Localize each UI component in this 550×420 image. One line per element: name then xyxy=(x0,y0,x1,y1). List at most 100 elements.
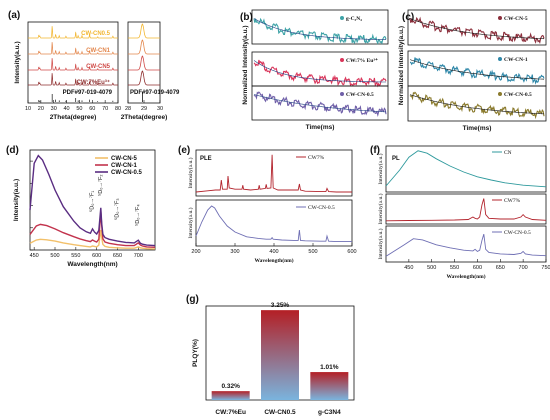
panel-a-xtick-label: 50 xyxy=(76,106,82,112)
panel-d-frame xyxy=(29,149,156,251)
panel-c-subframe xyxy=(407,85,547,122)
panel-a-frame xyxy=(27,21,119,104)
panel-b-ylabel: Normalized Intensity(a.u.) xyxy=(242,25,249,104)
panel-c-decay-points xyxy=(409,91,545,120)
panel-c-fit-line xyxy=(409,18,545,40)
panel-e-subframe xyxy=(195,149,353,197)
panel-a-reference: PDF#97-019-4079 xyxy=(63,90,113,96)
panel-label-g: (g) xyxy=(186,294,199,305)
panel-f-spectrum xyxy=(385,150,547,188)
panel-a-series-label: CW-CN5 xyxy=(86,64,111,70)
panel-d-xtick-label: 700 xyxy=(134,253,143,259)
panel-d-xtick-label: 600 xyxy=(92,253,101,259)
panel-e-legend-label: CW-CN-0.5 xyxy=(308,205,335,211)
panel-c-subframe xyxy=(407,9,547,46)
panel-b-legend-marker xyxy=(340,16,344,20)
panel-label-b: (b) xyxy=(240,12,253,23)
panel-e-title: PLE xyxy=(200,156,212,162)
panel-f-legend-label: CW7% xyxy=(504,198,521,204)
panel-a-inset-peak xyxy=(128,55,160,71)
panel-d-xtick-label: 550 xyxy=(71,253,80,259)
panel-a-inset-peak xyxy=(128,23,160,39)
panel-e-xtick-label: 400 xyxy=(269,249,278,255)
panel-c-legend-marker xyxy=(498,16,502,20)
panel-a-inset-xlabel: 2Theta(degree) xyxy=(121,114,168,121)
panel-a-xtick-label: 60 xyxy=(89,106,95,112)
panel-c-legend-label: CW-CN-1 xyxy=(504,57,528,63)
panel-g-bar-value: 1.01% xyxy=(320,364,339,371)
panel-f-xtick-label: 650 xyxy=(496,265,505,271)
panel-f-spectrum xyxy=(385,233,547,257)
panel-f-ylabel: Intensity(a.u.) xyxy=(377,193,384,224)
panel-a-pattern xyxy=(28,73,118,86)
panel-d-legend-label: CW-CN-1 xyxy=(111,163,138,169)
panel-b-legend-marker xyxy=(340,92,344,96)
panel-a-xtick-label: 30 xyxy=(51,106,57,112)
panel-a-series-label: CW-CN0.5 xyxy=(81,31,111,37)
panel-f-xtick-label: 500 xyxy=(427,265,436,271)
panel-d-legend-label: CW-CN-0.5 xyxy=(111,170,143,176)
panel-b-decay-points xyxy=(253,59,387,88)
panel-f-subframe xyxy=(385,145,547,193)
panel-f-xtick-label: 550 xyxy=(450,265,459,271)
panel-b-fit-line xyxy=(253,18,387,40)
panel-label-f: (f) xyxy=(370,145,380,156)
panel-a-xtick-label: 40 xyxy=(64,106,70,112)
panel-g-bar-value: 3.25% xyxy=(271,302,290,309)
panel-a-inset-xtick-label: 28 xyxy=(125,106,131,112)
panel-c-legend-marker xyxy=(498,57,502,61)
panel-d-xtick-label: 650 xyxy=(113,253,122,259)
panel-b-legend-label: g-C₃N₄ xyxy=(346,16,362,22)
panel-d-spectrum xyxy=(29,211,156,248)
panel-f-legend-label: CN xyxy=(504,150,512,156)
panel-b-legend-label: CW-CN-0.5 xyxy=(346,92,374,98)
panel-c-ylabel: Normalized Intensity(a.u.) xyxy=(398,26,405,105)
panel-a-pattern xyxy=(28,26,118,39)
panel-d-spectrum xyxy=(29,229,156,250)
panel-f-ylabel: Intensity(a.u.) xyxy=(377,228,384,259)
panel-c-fit-line xyxy=(409,59,544,80)
panel-a-ylabel: Intensity(a.u.) xyxy=(14,41,21,83)
panel-d-xtick-label: 450 xyxy=(30,253,39,259)
panel-c-xlabel: Time(ms) xyxy=(463,125,492,132)
panel-b-decay-points xyxy=(253,17,387,45)
panel-g-category-label: g-C3N4 xyxy=(318,409,341,416)
panel-g-category-label: CW-CN0.5 xyxy=(264,409,296,416)
panel-c-fit-line xyxy=(409,94,545,115)
panel-b-legend-label: CW:7% Eu³⁺ xyxy=(346,57,378,64)
panel-c-legend-label: CW-CN-0.5 xyxy=(504,92,532,98)
panel-a-inset-reference: PDF#97-019-4079 xyxy=(130,90,180,96)
panel-d-xtick-label: 500 xyxy=(50,253,59,259)
panel-f-xtick-label: 700 xyxy=(519,265,528,271)
panel-label-a: (a) xyxy=(8,10,20,21)
panel-f-spectrum xyxy=(385,198,547,222)
panel-f-xtick-label: 600 xyxy=(473,265,482,271)
panel-a-xlabel: 2Theta(degree) xyxy=(50,114,97,121)
panel-b-legend-marker xyxy=(340,58,344,62)
panel-a-inset-peak xyxy=(128,39,160,55)
panel-f-ylabel: Intensity(a.u.) xyxy=(377,153,384,184)
panel-c-decay-points xyxy=(409,57,545,85)
panel-g-bar xyxy=(261,310,299,400)
panel-f-subframe xyxy=(385,193,547,225)
panel-e-spectrum xyxy=(195,205,352,243)
panel-a-xtick-label: 80 xyxy=(115,106,121,112)
panel-d-transition-label: ⁵D₀→⁷F₃ xyxy=(113,198,120,220)
panel-b-subframe xyxy=(251,9,389,45)
panel-e-xtick-label: 600 xyxy=(347,249,356,255)
panel-a-xtick-label: 20 xyxy=(38,106,44,112)
panel-b-decay-points xyxy=(253,91,387,118)
panel-d-transition-label: ⁵D₀→⁷F₁ xyxy=(88,191,95,212)
panel-d-transition-label: ⁵D₀→⁷F₄ xyxy=(134,204,141,226)
panel-g-ylabel: PLQY(%) xyxy=(192,339,199,367)
panel-g-category-label: CW:7%Eu xyxy=(215,409,246,416)
panel-a-pattern xyxy=(28,58,118,71)
panel-b-subframe xyxy=(251,85,389,121)
panel-a-inset-xtick-label: 30 xyxy=(157,106,163,112)
panel-e-ylabel: Intensity(a.u.) xyxy=(187,157,194,188)
panel-a-inset-peak xyxy=(128,70,160,86)
panel-c-legend-marker xyxy=(498,92,502,96)
panel-d-legend-label: CW-CN-5 xyxy=(111,156,138,162)
panel-g-bar-value: 0.32% xyxy=(221,383,240,390)
